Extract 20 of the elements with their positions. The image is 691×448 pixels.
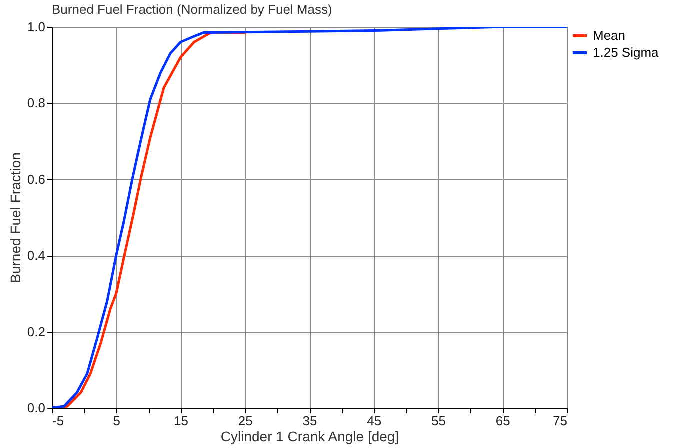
y-tick-label: 0.2 xyxy=(27,324,46,340)
legend-label: 1.25 Sigma xyxy=(593,45,660,60)
y-tick-label: 0.8 xyxy=(27,96,46,111)
y-tick-label: 0.0 xyxy=(27,400,46,416)
x-tick-label: 25 xyxy=(238,414,253,428)
x-tick-label: 5 xyxy=(113,414,120,428)
y-tick-label: 1.0 xyxy=(27,20,46,34)
y-tick-label: 0.4 xyxy=(27,248,46,264)
x-tick-label: 35 xyxy=(302,414,318,428)
x-tick-label: 65 xyxy=(496,414,510,428)
y-axis-title: Burned Fuel Fraction xyxy=(7,152,24,284)
y-tick-label: 0.6 xyxy=(27,172,46,187)
chart-title: Burned Fuel Fraction (Normalized by Fuel Mass) xyxy=(52,2,332,17)
legend-label: Mean xyxy=(593,28,626,43)
x-tick-label: 15 xyxy=(174,414,188,428)
x-tick-label: 45 xyxy=(367,414,382,428)
x-tick-label: -5 xyxy=(52,414,64,428)
x-tick-label: 75 xyxy=(553,414,568,428)
x-axis-title: Cylinder 1 Crank Angle [deg] xyxy=(220,428,400,444)
x-tick-label: 55 xyxy=(432,414,446,428)
